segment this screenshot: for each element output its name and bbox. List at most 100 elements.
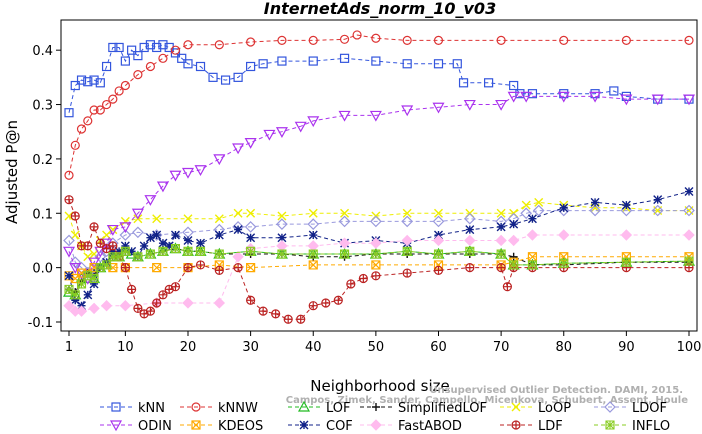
point-cof xyxy=(127,246,137,256)
point-inflo xyxy=(496,249,506,259)
x-tick-label: 60 xyxy=(430,340,447,355)
point-cof xyxy=(559,203,569,213)
point-odin xyxy=(119,222,132,234)
point-cof xyxy=(70,295,80,305)
point-ldof xyxy=(94,250,107,263)
chart-title: InternetAds_norm_10_v03 xyxy=(264,0,496,18)
point-knn xyxy=(70,80,80,91)
point-odin xyxy=(307,116,320,128)
point-fastabod xyxy=(63,299,75,312)
point-inflo xyxy=(684,256,694,266)
point-ldf xyxy=(258,306,268,316)
point-cof xyxy=(465,225,475,235)
point-ldf xyxy=(145,306,156,316)
point-cof xyxy=(145,233,155,243)
legend-item-ldof: LDOF xyxy=(594,401,667,416)
point-inflo xyxy=(95,263,105,273)
point-inflo xyxy=(214,249,224,259)
point-cof xyxy=(89,279,99,289)
point-ldf xyxy=(296,314,306,324)
point-inflo xyxy=(246,246,256,256)
point-ldf xyxy=(321,298,331,308)
point-cof xyxy=(590,197,600,207)
legend-item-inflo: INFLO xyxy=(594,419,670,434)
y-axis: -0.1 0.0 0.1 0.2 0.3 0.4 xyxy=(28,44,61,331)
point-odin xyxy=(507,91,520,103)
point-knn xyxy=(127,45,137,55)
point-fastabod xyxy=(100,299,113,312)
point-fastabod xyxy=(464,234,476,247)
point-inflo xyxy=(621,257,631,267)
point-loop xyxy=(70,230,80,240)
point-knn xyxy=(208,72,218,82)
point-ldf xyxy=(371,271,381,281)
point-ldof xyxy=(244,221,257,233)
point-knnw xyxy=(621,35,631,45)
point-knnw xyxy=(496,35,506,45)
x-tick-label: 30 xyxy=(242,340,259,355)
point-cof xyxy=(233,225,243,235)
point-ldf xyxy=(283,314,293,324)
legend-label-ldf: LDF xyxy=(538,419,563,434)
legend-item-ldf: LDF xyxy=(500,419,563,434)
point-knnw xyxy=(114,86,124,96)
point-loop xyxy=(434,208,443,218)
point-knn xyxy=(64,108,74,118)
point-loop xyxy=(402,208,412,218)
point-ldof xyxy=(401,215,414,228)
point-ldf xyxy=(502,282,512,292)
legend-marker-loop xyxy=(511,402,521,412)
point-knn xyxy=(609,86,619,96)
point-knnw xyxy=(70,140,80,150)
point-knn xyxy=(527,89,538,99)
point-loop xyxy=(214,214,224,224)
point-inflo xyxy=(83,271,93,281)
point-knnw xyxy=(246,37,256,47)
point-cof xyxy=(64,271,74,281)
point-knn xyxy=(89,75,99,85)
point-cof xyxy=(509,219,519,229)
point-cof xyxy=(164,241,174,251)
point-fastabod xyxy=(182,297,194,309)
point-knnw xyxy=(371,33,381,43)
legend-item-loop: LoOP xyxy=(500,401,571,416)
point-knnw xyxy=(64,170,74,180)
point-loop xyxy=(246,208,256,218)
point-knnw xyxy=(183,40,193,50)
point-knn xyxy=(220,75,231,85)
point-ldof xyxy=(63,234,75,247)
point-odin xyxy=(181,167,195,179)
point-knn xyxy=(158,40,168,50)
point-fastabod xyxy=(276,240,288,252)
point-ldf xyxy=(108,241,118,251)
point-ldf xyxy=(95,238,105,248)
point-ldof xyxy=(307,218,320,230)
point-knn xyxy=(114,42,124,53)
point-knn xyxy=(152,42,162,53)
legend-label-cof: COF xyxy=(326,419,353,434)
point-knnw xyxy=(402,35,412,45)
point-ldf xyxy=(120,263,130,273)
point-cof xyxy=(108,246,118,256)
legend-marker-kdeos xyxy=(191,420,201,430)
point-odin xyxy=(338,110,351,122)
point-odin xyxy=(463,99,476,111)
point-inflo xyxy=(183,246,193,256)
legend-item-simplifiedlof: SimplifiedLOF xyxy=(360,401,487,416)
point-ldof xyxy=(532,204,545,217)
legend-label-knn: kNN xyxy=(138,401,165,416)
point-cof xyxy=(158,238,168,248)
point-ldof xyxy=(651,204,664,217)
point-odin xyxy=(69,263,82,274)
point-cof xyxy=(152,230,162,240)
point-knn xyxy=(371,56,381,66)
point-loop xyxy=(308,208,318,218)
legend-label-ldof: LDOF xyxy=(632,401,667,416)
x-tick-label: 80 xyxy=(555,340,572,355)
point-knn xyxy=(452,59,462,69)
point-inflo xyxy=(277,249,287,259)
point-knn xyxy=(246,61,256,72)
point-knn xyxy=(483,78,494,88)
legend-label-kdeos: KDEOS xyxy=(218,419,263,434)
point-inflo xyxy=(340,249,350,259)
